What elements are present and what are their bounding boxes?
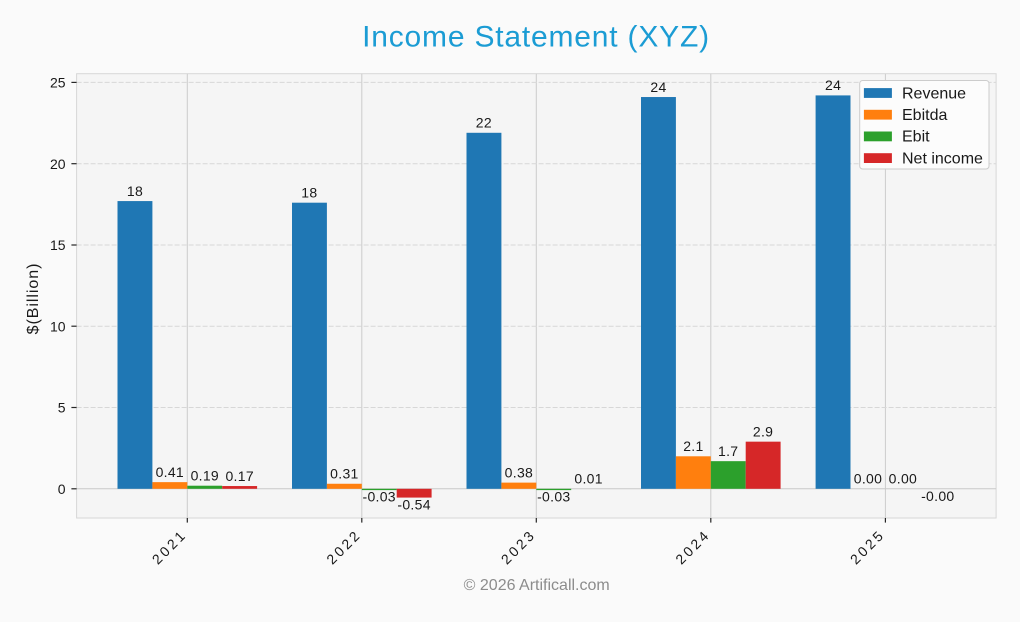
svg-text:15: 15 (50, 237, 66, 253)
svg-text:2.1: 2.1 (683, 438, 703, 454)
svg-text:Net income: Net income (902, 150, 983, 167)
svg-text:-0.00: -0.00 (921, 488, 954, 504)
svg-text:0.00: 0.00 (889, 471, 917, 487)
svg-text:0.01: 0.01 (574, 470, 602, 486)
svg-text:Ebitda: Ebitda (902, 107, 947, 124)
svg-text:1.7: 1.7 (718, 443, 738, 459)
svg-text:24: 24 (650, 79, 666, 95)
svg-text:0: 0 (58, 481, 66, 497)
svg-text:20: 20 (50, 156, 66, 172)
svg-text:0.31: 0.31 (330, 466, 358, 482)
svg-text:25: 25 (50, 75, 66, 91)
svg-text:10: 10 (50, 318, 66, 334)
svg-text:24: 24 (825, 77, 841, 93)
svg-text:0.00: 0.00 (854, 471, 882, 487)
svg-text:Ebit: Ebit (902, 129, 930, 146)
svg-text:$(Billion): $(Billion) (25, 263, 42, 335)
svg-text:-0.54: -0.54 (397, 497, 430, 513)
svg-text:0.41: 0.41 (156, 464, 184, 480)
svg-text:-0.03: -0.03 (537, 488, 570, 504)
svg-text:22: 22 (476, 115, 492, 131)
svg-text:2.9: 2.9 (753, 424, 773, 440)
svg-text:5: 5 (58, 400, 66, 416)
svg-text:Income Statement (XYZ): Income Statement (XYZ) (362, 21, 710, 54)
svg-text:Revenue: Revenue (902, 85, 966, 102)
svg-text:18: 18 (301, 185, 317, 201)
svg-text:-0.03: -0.03 (362, 488, 395, 504)
svg-text:© 2026 Artificall.com: © 2026 Artificall.com (464, 577, 610, 594)
svg-text:0.17: 0.17 (225, 468, 253, 484)
svg-text:18: 18 (127, 183, 143, 199)
svg-text:0.19: 0.19 (191, 468, 219, 484)
svg-text:0.38: 0.38 (505, 464, 533, 480)
